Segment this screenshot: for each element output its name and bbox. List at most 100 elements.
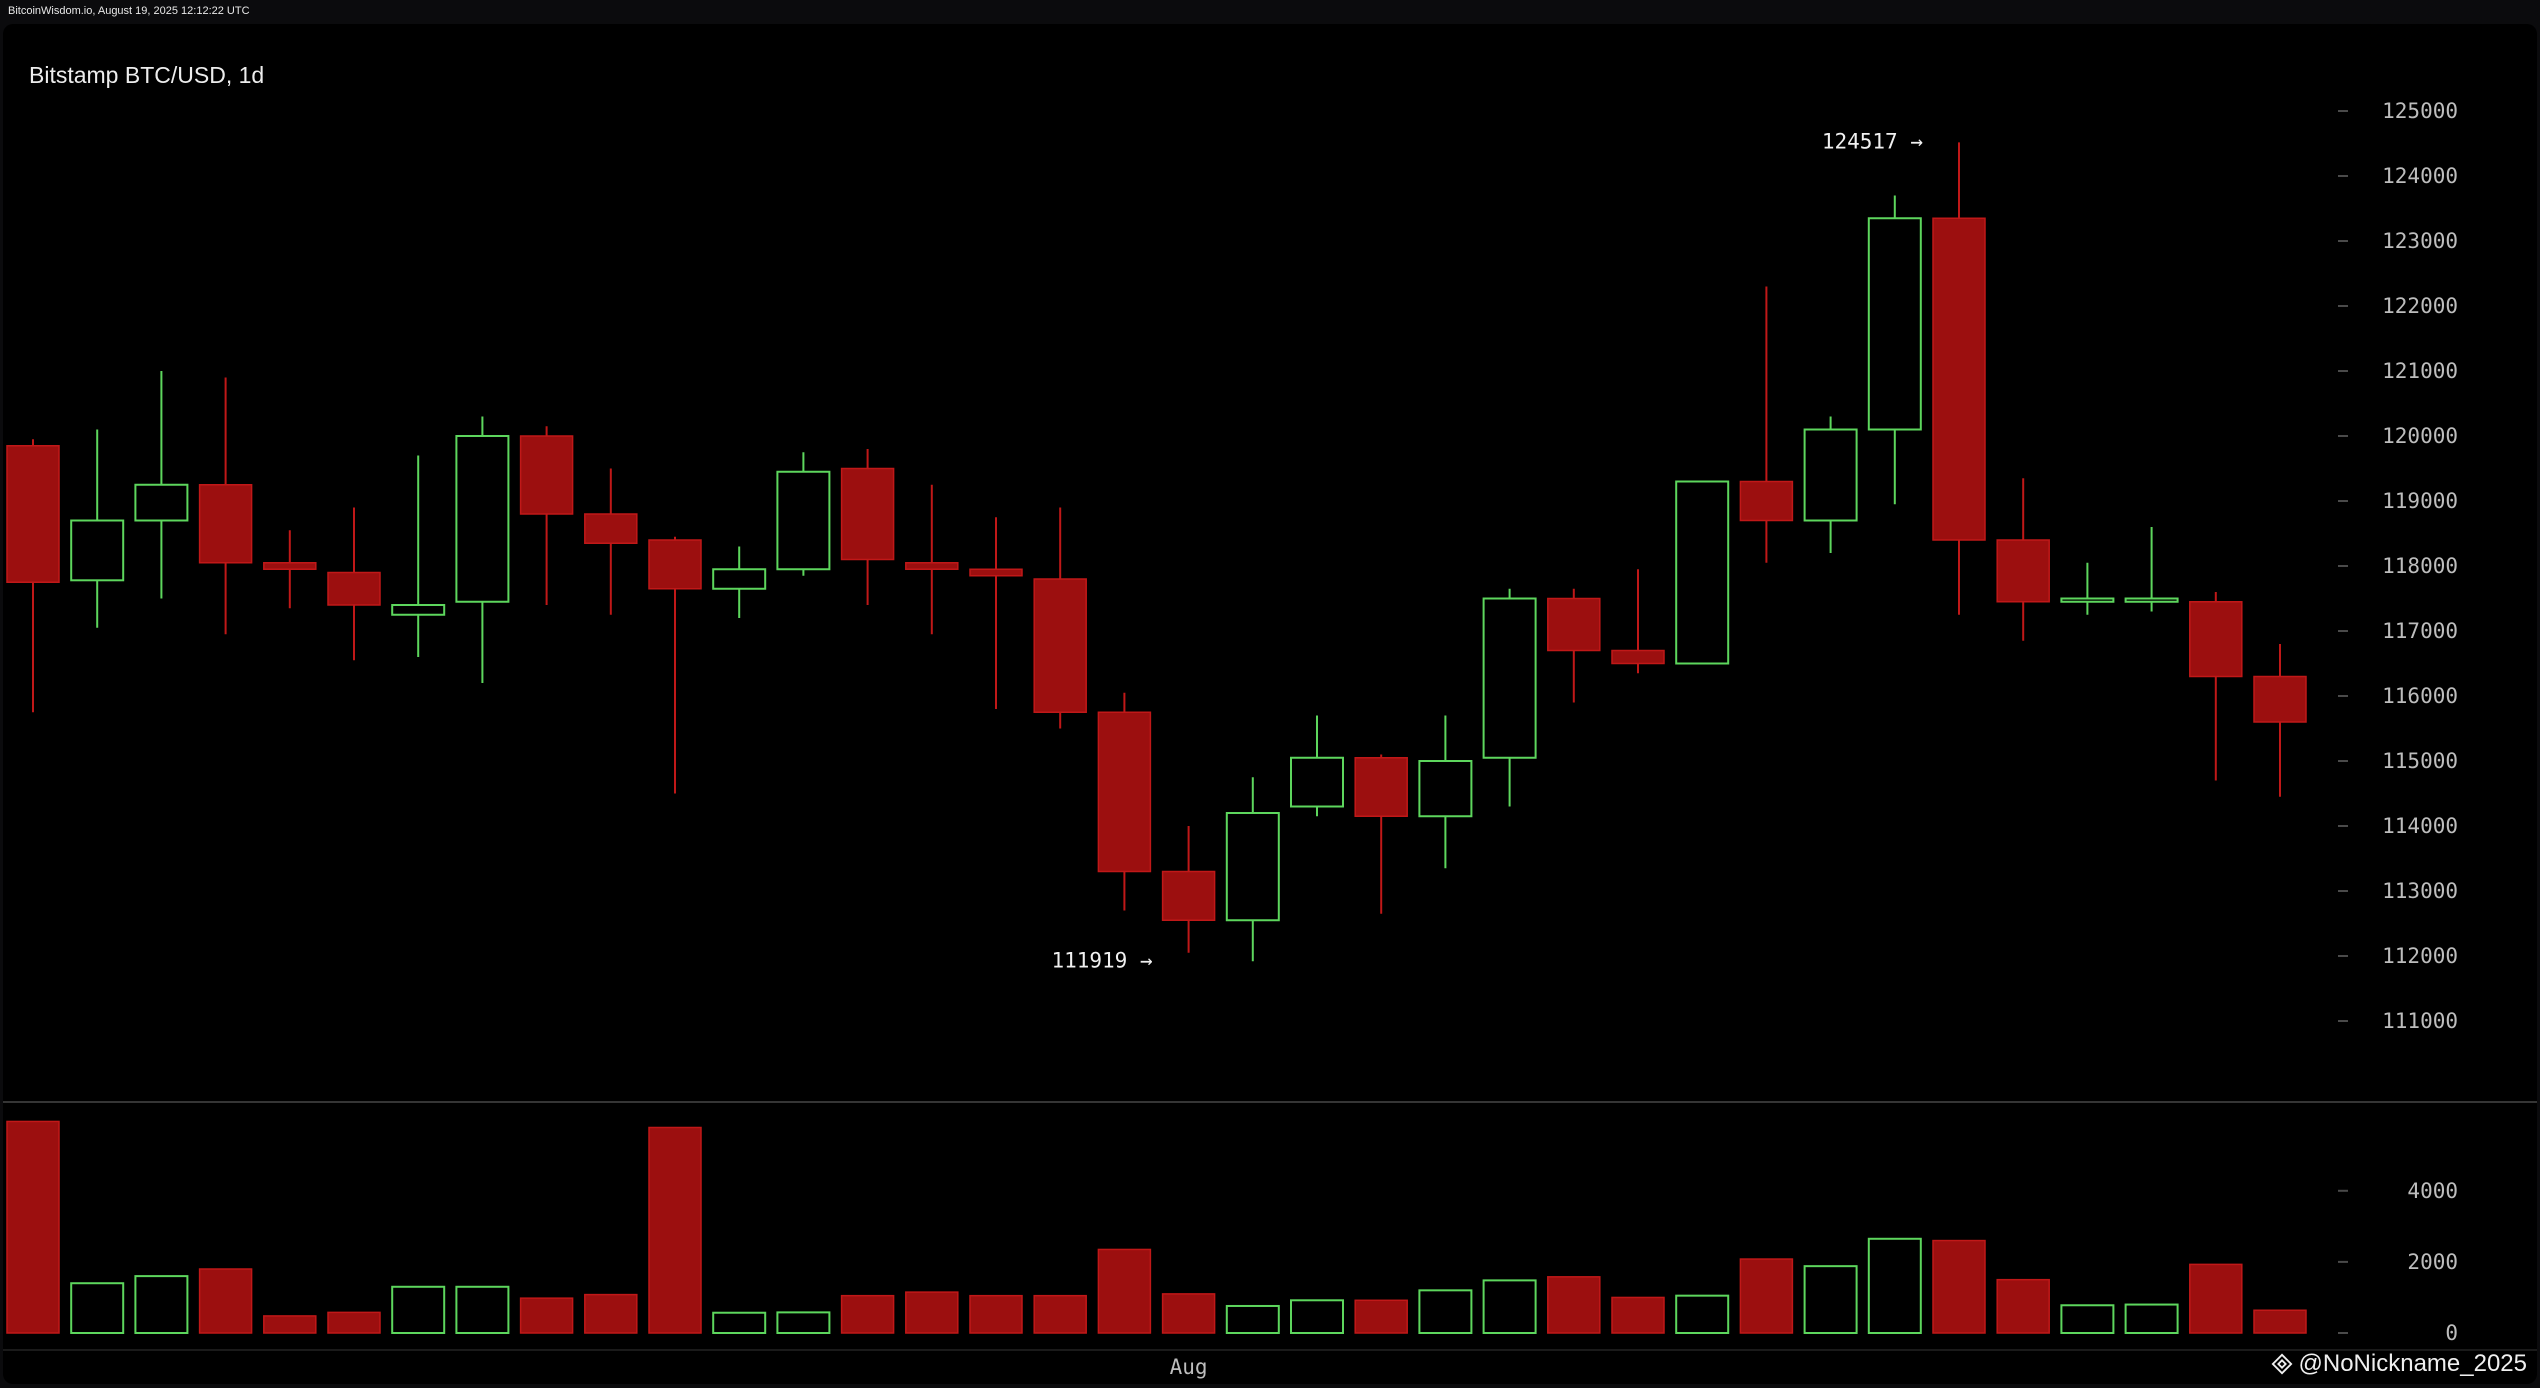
candle-body-up	[1225, 812, 1280, 922]
candle-body-up	[1418, 760, 1473, 818]
candle-body-down	[1739, 480, 1794, 522]
volume-bar-down	[969, 1294, 1023, 1334]
candle-body-down	[1996, 539, 2050, 603]
watermark: @NoNickname_2025	[2271, 1350, 2527, 1378]
volume-bar-down	[1739, 1258, 1794, 1334]
candle-body-down	[2253, 675, 2307, 723]
candle-body-up	[134, 483, 189, 522]
candle-body-up	[2124, 597, 2179, 603]
candle-body-down	[648, 539, 702, 590]
volume-bar-down	[198, 1268, 253, 1334]
volume-bar-up	[712, 1311, 767, 1334]
chart-panel: Bitstamp BTC/USD, 1d 111000 112000 113000 1…	[3, 24, 2537, 1384]
volume-bar-down	[1547, 1276, 1601, 1334]
volume-bar-down	[1996, 1278, 2050, 1334]
volume-bar-up	[70, 1282, 125, 1334]
volume-bar-up	[2124, 1303, 2179, 1334]
volume-bar-down	[263, 1315, 317, 1334]
candle-body-up	[70, 519, 125, 582]
top-bar: BitcoinWisdom.io, August 19, 2025 12:12:…	[0, 0, 2540, 24]
candle-body-up	[776, 470, 831, 571]
volume-bar-down	[1354, 1299, 1408, 1334]
volume-bar-down	[327, 1311, 381, 1334]
candle-body-up	[1803, 428, 1858, 522]
candle-body-down	[263, 562, 317, 570]
low-annotation: 111919 →	[1051, 948, 1152, 972]
volume-bar-up	[1290, 1299, 1344, 1335]
candle-body-down	[2189, 601, 2243, 678]
price-tick-label: 120000	[2382, 424, 2458, 448]
candle-body-down	[905, 562, 959, 570]
price-tick-label: 124000	[2382, 164, 2458, 188]
volume-bar-down	[6, 1120, 60, 1334]
volume-bar-down	[1033, 1294, 1087, 1334]
candle-body-down	[584, 513, 638, 544]
watermark-text: @NoNickname_2025	[2298, 1350, 2527, 1377]
price-tick-label: 125000	[2382, 99, 2458, 123]
volume-bar-up	[1418, 1289, 1473, 1335]
volume-bar-down	[584, 1293, 638, 1334]
candle-body-down	[1161, 870, 1216, 921]
volume-bar-up	[455, 1285, 510, 1335]
candle-body-up	[1867, 217, 1922, 431]
price-tick-label: 119000	[2382, 489, 2458, 513]
volume-tick-label: 2000	[2407, 1250, 2458, 1274]
candle-body-down	[519, 435, 574, 515]
volume-bar-up	[1803, 1265, 1858, 1334]
volume-tick-label: 0	[2445, 1321, 2458, 1345]
volume-bar-up	[776, 1311, 831, 1335]
price-tick-label: 123000	[2382, 229, 2458, 253]
candle-body-down	[1611, 649, 1665, 665]
volume-bar-up	[1675, 1294, 1730, 1334]
price-tick-label: 116000	[2382, 684, 2458, 708]
candle-body-down	[327, 571, 381, 606]
candle-body-up	[1675, 480, 1730, 665]
candle-body-down	[198, 484, 253, 564]
volume-bar-down	[2253, 1309, 2307, 1334]
volume-bar-down	[2189, 1263, 2243, 1334]
volume-tick-label: 4000	[2407, 1179, 2458, 1203]
price-tick-label: 113000	[2382, 879, 2458, 903]
candle-body-up	[391, 604, 446, 616]
price-tick-label: 112000	[2382, 944, 2458, 968]
volume-bar-up	[1225, 1304, 1280, 1335]
volume-bar-down	[1097, 1248, 1152, 1334]
source-timestamp: BitcoinWisdom.io, August 19, 2025 12:12:…	[8, 5, 250, 17]
volume-bar-down	[1932, 1239, 1986, 1334]
candle-body-up	[712, 568, 767, 590]
volume-bar-up	[1482, 1279, 1537, 1335]
price-tick-label: 117000	[2382, 619, 2458, 643]
candle-body-down	[1097, 711, 1152, 873]
time-tick-label: Aug	[1170, 1355, 1208, 1379]
candle-body-down	[1547, 597, 1601, 652]
volume-bar-up	[391, 1285, 446, 1335]
volume-bar-down	[648, 1126, 702, 1334]
candle-body-down	[1033, 578, 1087, 713]
candle-body-up	[1290, 756, 1344, 808]
candle-body-up	[2060, 597, 2115, 603]
candle-body-down	[969, 568, 1023, 577]
candle-body-down	[840, 467, 895, 561]
volume-bar-up	[2060, 1304, 2115, 1335]
candlestick-chart: 111000 112000 113000 114000 115000 116000 1170…	[3, 99, 2537, 1379]
candle-body-up	[1482, 597, 1537, 759]
price-tick-label: 122000	[2382, 294, 2458, 318]
volume-bar-down	[840, 1294, 895, 1334]
price-tick-label: 114000	[2382, 814, 2458, 838]
chart-title: Bitstamp BTC/USD, 1d	[29, 62, 265, 88]
candle-body-down	[6, 445, 60, 583]
volume-bar-down	[905, 1291, 959, 1334]
volume-bar-down	[1611, 1296, 1665, 1334]
binance-diamond-icon	[2271, 1353, 2292, 1375]
price-tick-label: 115000	[2382, 749, 2458, 773]
price-tick-label: 121000	[2382, 359, 2458, 383]
candle-body-down	[1932, 217, 1986, 541]
volume-bar-down	[519, 1297, 574, 1334]
high-annotation: 124517 →	[1822, 129, 1923, 153]
price-tick-label: 118000	[2382, 554, 2458, 578]
volume-bar-down	[1161, 1293, 1216, 1334]
volume-bar-up	[134, 1275, 189, 1334]
candle-body-up	[455, 435, 510, 603]
price-tick-label: 111000	[2382, 1009, 2458, 1033]
candle-body-down	[1354, 757, 1408, 817]
